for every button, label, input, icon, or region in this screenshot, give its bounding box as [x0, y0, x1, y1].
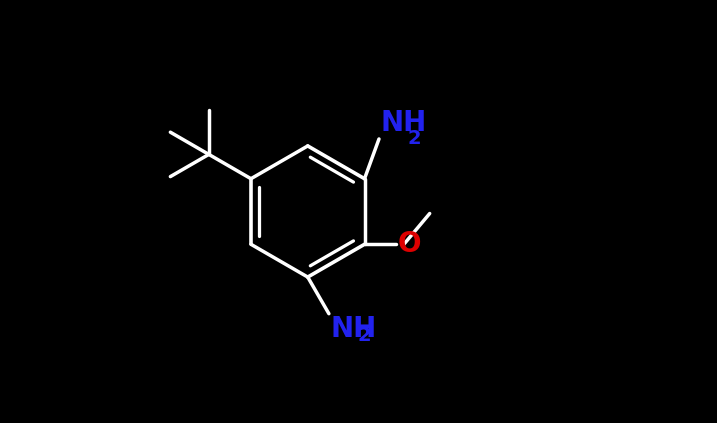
- Text: O: O: [397, 230, 421, 258]
- Text: 2: 2: [408, 129, 422, 148]
- Text: NH: NH: [380, 109, 427, 137]
- Text: 2: 2: [358, 327, 371, 346]
- Text: NH: NH: [330, 315, 376, 343]
